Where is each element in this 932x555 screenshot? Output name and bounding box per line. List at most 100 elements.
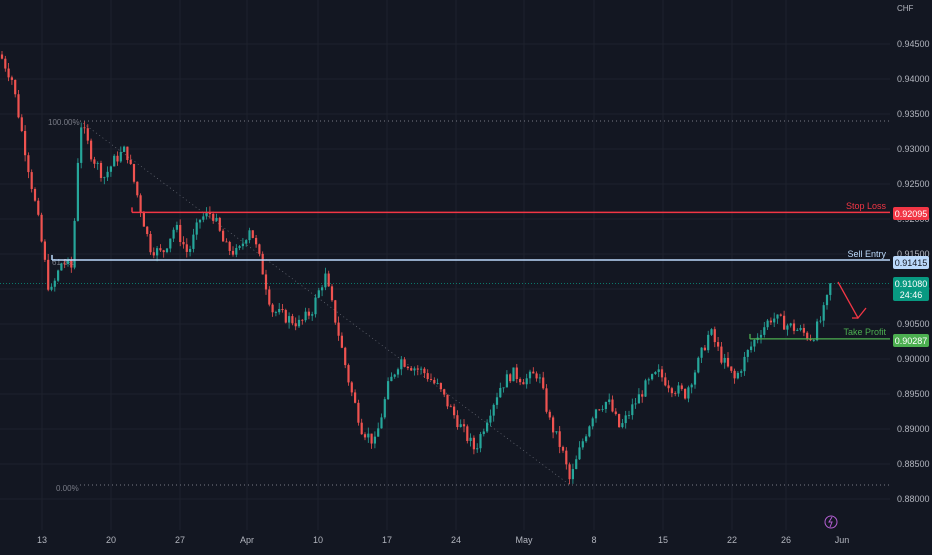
candle-body (819, 320, 822, 322)
price-axis[interactable]: CHF 0.94500 0.94000 0.93500 0.93000 0.92500 0… (897, 4, 930, 504)
candle-body (779, 314, 782, 316)
candle-body (63, 263, 66, 265)
candle-body (373, 436, 376, 444)
candle-body (185, 244, 188, 252)
candle-body (307, 311, 310, 316)
candle-body (24, 131, 27, 156)
date-tick-label: 13 (37, 535, 47, 545)
candle-body (627, 415, 631, 416)
candle-body (423, 368, 426, 374)
candle-body (156, 248, 159, 256)
date-tick-label: May (515, 535, 533, 545)
candle-body (456, 415, 459, 428)
price-tick-label: 0.89000 (897, 424, 930, 434)
candle-body (90, 140, 93, 160)
price-tick-label: 0.94000 (897, 74, 930, 84)
candle-body (565, 450, 568, 465)
candle-body (621, 423, 624, 428)
candle-body (660, 369, 664, 378)
candle-body (235, 247, 238, 255)
candle-body (43, 241, 46, 260)
candle-body (113, 155, 116, 167)
candle-body (717, 342, 720, 347)
candle-body (53, 280, 56, 287)
price-tick-label: 0.90000 (897, 354, 930, 364)
candle-body (393, 374, 396, 377)
date-tick-label: 10 (313, 535, 323, 545)
candle-body (169, 238, 172, 249)
candle-body (238, 246, 241, 248)
candle-body (40, 214, 43, 242)
candle-body (192, 234, 195, 249)
candle-body (195, 222, 198, 235)
candle-body (750, 346, 753, 351)
candle-body (4, 58, 7, 69)
candle-body (390, 376, 393, 382)
candle-body (472, 437, 475, 450)
candle-body (594, 409, 598, 419)
candle-body (116, 155, 119, 162)
candle-body (251, 230, 254, 238)
candle-body (420, 368, 423, 370)
candle-body (162, 250, 165, 253)
candle-body (175, 224, 178, 230)
candle-body (76, 162, 79, 221)
sell-entry-label: Sell Entry (847, 249, 886, 259)
candle-body (106, 171, 109, 178)
candle-body (103, 177, 106, 179)
candle-body (604, 402, 607, 410)
candle-body (466, 426, 469, 441)
candle-body (86, 128, 89, 141)
candle-body (284, 310, 287, 323)
candle-body (380, 417, 383, 429)
candle-body (258, 244, 261, 254)
candle-body (703, 347, 706, 351)
candle-body (109, 166, 112, 172)
last-price: 0.91080 (895, 279, 928, 289)
candle-body (581, 441, 584, 448)
candle-body (288, 316, 291, 323)
candle-body (512, 367, 515, 382)
candle-body (205, 211, 208, 217)
candle-body (680, 385, 683, 389)
date-tick-label: 8 (591, 535, 596, 545)
time-axis[interactable]: 13 20 27 Apr 10 17 24 May 8 15 22 26 Jun (37, 535, 849, 545)
candle-body (449, 406, 452, 408)
candle-body (443, 389, 446, 395)
lightning-icon[interactable] (824, 515, 838, 529)
candle-body (0, 54, 4, 59)
candle-body (753, 339, 756, 347)
candle-body (387, 381, 390, 400)
candle-body (825, 294, 829, 306)
candle-body (515, 367, 518, 380)
date-tick-label: 22 (727, 535, 737, 545)
candle-body (528, 371, 532, 379)
candle-body (281, 309, 284, 311)
candle-body (429, 378, 433, 380)
fib-100-label: 100.00% (48, 118, 80, 127)
candle-body (601, 409, 604, 410)
candle-body (83, 127, 86, 129)
candle-body (189, 248, 192, 252)
candle-body (674, 393, 677, 394)
candle-body (588, 426, 591, 437)
candle-body (396, 369, 400, 375)
candle-body (159, 248, 162, 251)
candle-body (363, 434, 367, 438)
candle-body (532, 371, 535, 374)
candle-body (561, 446, 565, 451)
candle-body (453, 406, 456, 416)
candle-body (330, 286, 334, 301)
candle-body (99, 162, 103, 178)
candle-body (693, 372, 697, 385)
candle-body (773, 318, 776, 323)
candle-body (505, 374, 508, 388)
candle-body (634, 403, 637, 405)
candle-body (591, 418, 594, 427)
candle-body (743, 356, 746, 372)
take-profit-price: 0.90287 (895, 336, 928, 346)
candle-body (796, 329, 799, 331)
candle-body (14, 79, 17, 95)
trade-levels[interactable]: Stop Loss Sell Entry Take Profit (51, 201, 890, 340)
